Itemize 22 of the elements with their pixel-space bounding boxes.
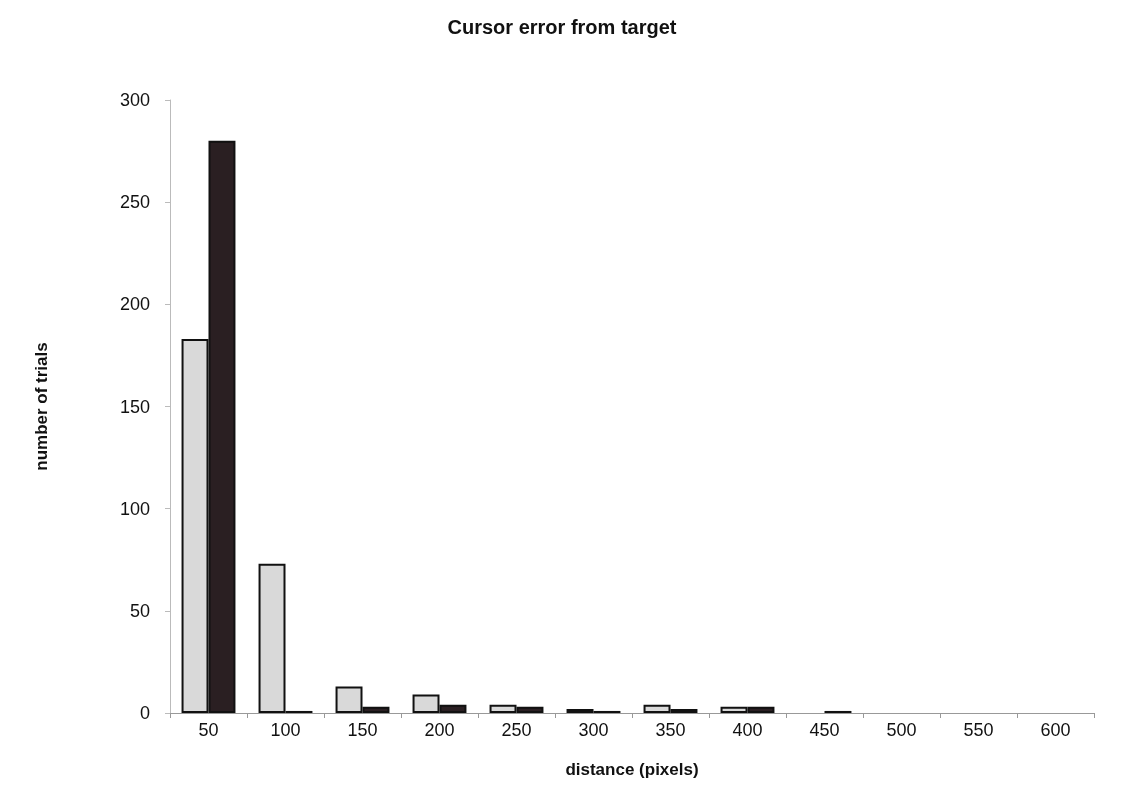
x-axis-title: distance (pixels): [565, 760, 699, 779]
x-tick-label: 300: [578, 720, 609, 740]
x-tick-label: 200: [424, 720, 455, 740]
y-axis-title: number of trials: [32, 342, 51, 471]
x-tick-label: 600: [1040, 720, 1071, 740]
y-tick-label: 50: [129, 600, 150, 621]
y-tick-label: 0: [139, 703, 150, 723]
x-tick-label: 150: [347, 720, 378, 740]
x-tick-label: 50: [198, 720, 219, 740]
y-tick-label: 250: [119, 192, 150, 213]
y-tick-label: 200: [119, 294, 150, 315]
x-tick-label: 450: [809, 720, 840, 740]
chart-title: Cursor error from target: [447, 16, 677, 38]
x-tick-label: 500: [886, 720, 917, 740]
y-tick-label: 100: [119, 498, 150, 519]
x-tick-label: 400: [732, 720, 763, 740]
x-tick-label: 250: [501, 720, 532, 740]
x-tick-label: 550: [963, 720, 994, 740]
y-tick-label: 150: [119, 396, 150, 417]
x-tick-label: 100: [270, 720, 301, 740]
x-tick-label: 350: [655, 720, 686, 740]
y-tick-label: 300: [119, 90, 150, 110]
